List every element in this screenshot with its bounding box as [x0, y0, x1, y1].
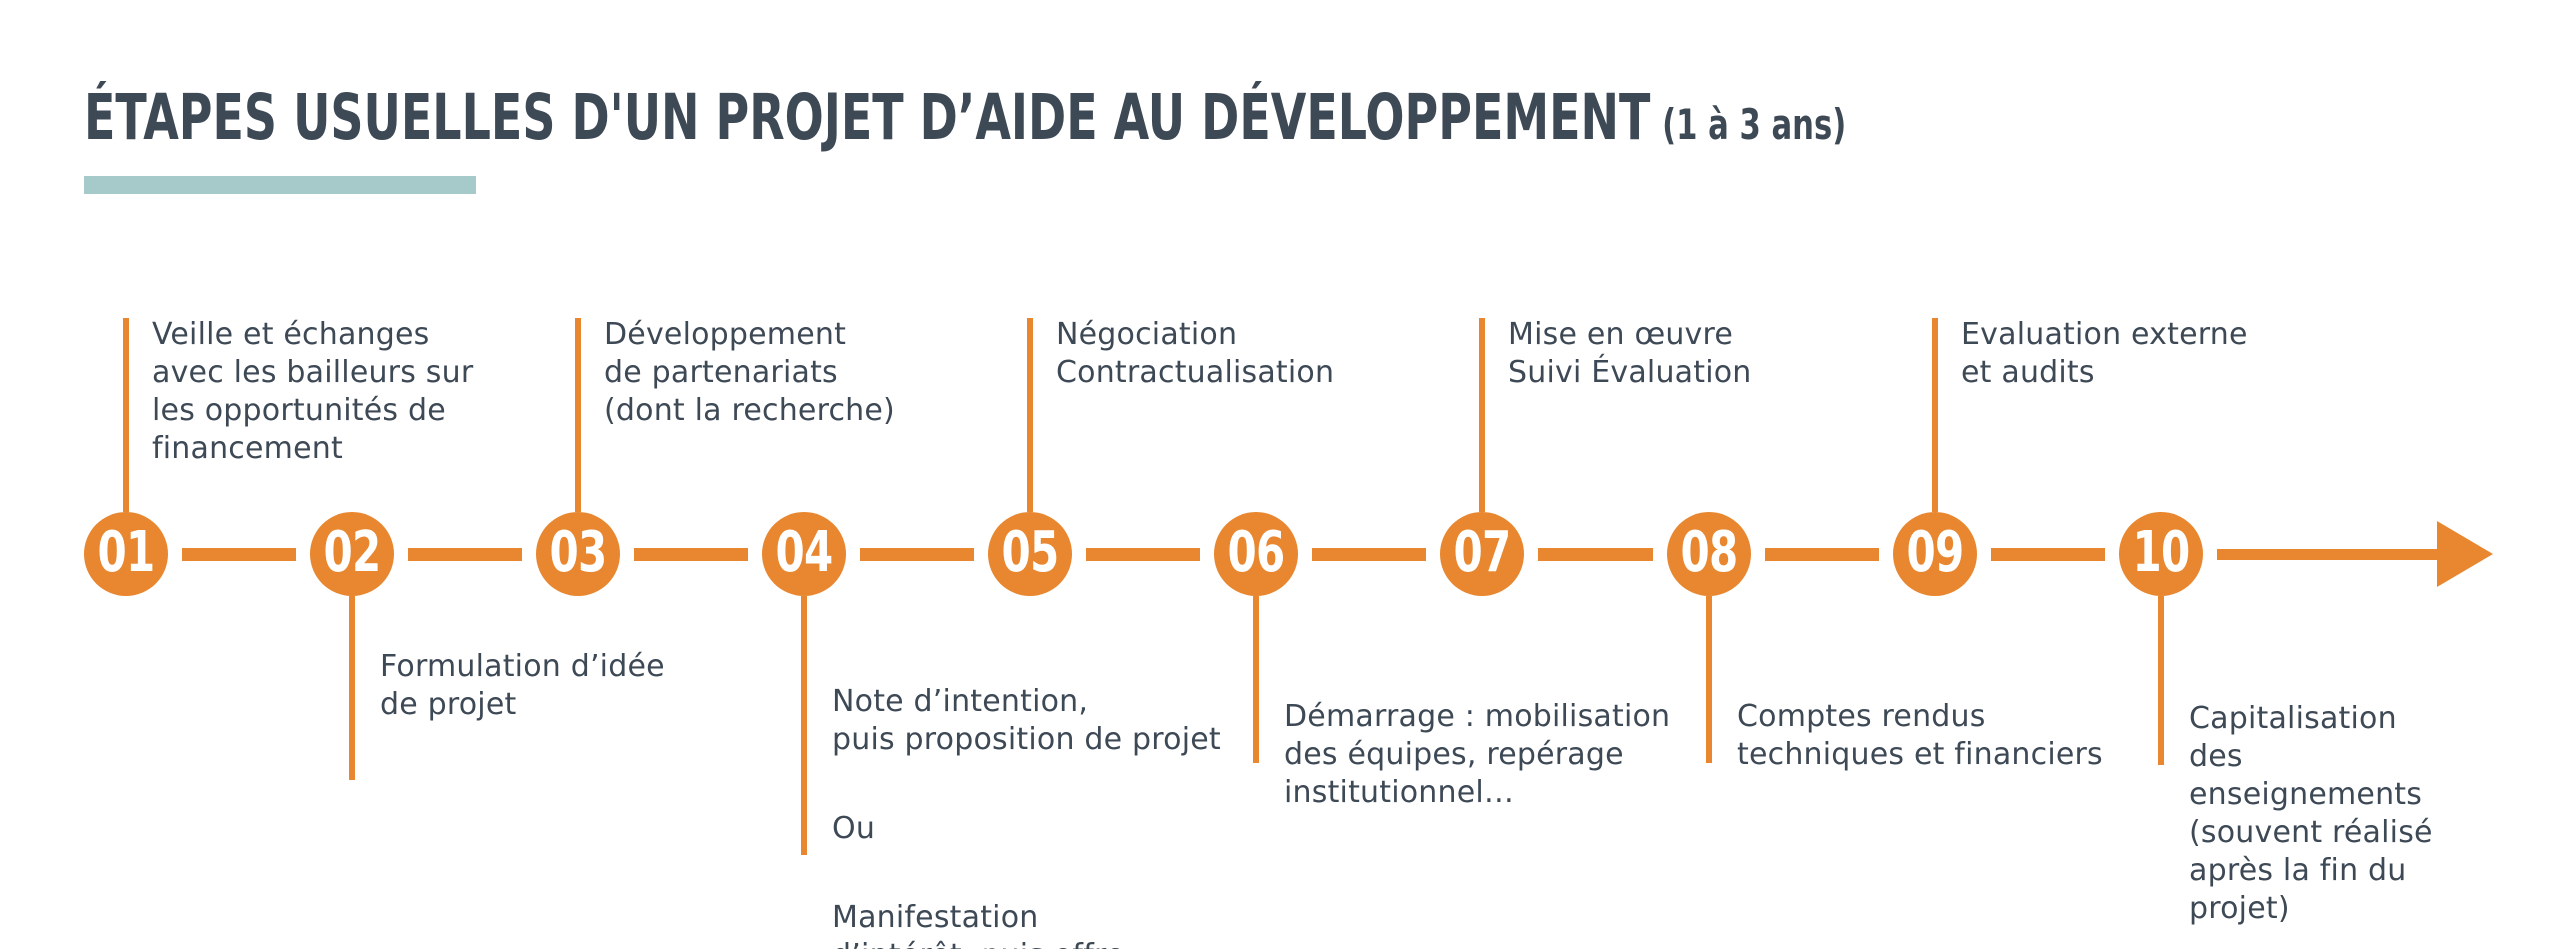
step-label-paragraph: Démarrage : mobilisation des équipes, re…: [1284, 699, 1671, 810]
step-stem-03: [575, 318, 581, 512]
step-label-paragraph: Capitalisation des enseignements (souven…: [2189, 701, 2433, 926]
step-circle-10: 10: [2119, 512, 2203, 596]
timeline-connector-03-04: [634, 548, 748, 561]
step-label-01: Veille et échanges avec les bailleurs su…: [152, 316, 473, 468]
step-number: 05: [1001, 519, 1060, 585]
step-label-paragraph: Manifestation d’intérêt, puis offre: [832, 900, 1124, 949]
timeline-connector-06-07: [1312, 548, 1426, 561]
step-stem-08: [1706, 596, 1712, 763]
step-number: 10: [2132, 519, 2191, 585]
timeline-connector-09-10: [1991, 548, 2105, 561]
step-number: 06: [1227, 519, 1286, 585]
step-label-paragraph: Comptes rendus techniques et financiers: [1737, 699, 2103, 772]
step-stem-05: [1027, 318, 1033, 512]
step-label-paragraph: Mise en œuvre Suivi Évaluation: [1508, 317, 1752, 390]
step-label-paragraph: Veille et échanges avec les bailleurs su…: [152, 317, 474, 466]
page-title: ÉTAPES USUELLES D'UN PROJET D’AIDE AU DÉ…: [84, 86, 1846, 149]
step-label-paragraph: Négociation Contractualisation: [1056, 317, 1335, 390]
step-circle-07: 07: [1440, 512, 1524, 596]
timeline-connector-07-08: [1538, 548, 1653, 561]
page-title-main: ÉTAPES USUELLES D'UN PROJET D’AIDE AU DÉ…: [84, 81, 1651, 154]
step-number: 03: [549, 519, 608, 585]
step-circle-02: 02: [310, 512, 394, 596]
step-circle-09: 09: [1893, 512, 1977, 596]
step-label-paragraph: Développement de partenariats (dont la r…: [604, 317, 895, 428]
step-number: 01: [97, 519, 156, 585]
step-label-03: Développement de partenariats (dont la r…: [604, 316, 895, 430]
step-label-02: Formulation d’idée de projet: [380, 648, 665, 724]
step-stem-09: [1932, 318, 1938, 512]
step-label-06: Démarrage : mobilisation des équipes, re…: [1284, 698, 1670, 812]
step-number: 08: [1680, 519, 1739, 585]
timeline-connector-04-05: [860, 548, 974, 561]
step-stem-04: [801, 596, 807, 855]
step-label-paragraph: Formulation d’idée de projet: [380, 649, 665, 722]
step-label-05: Négociation Contractualisation: [1056, 316, 1334, 392]
timeline-connector-02-03: [408, 548, 522, 561]
page-title-duration: (1 à 3 ans): [1662, 100, 1847, 149]
step-circle-08: 08: [1667, 512, 1751, 596]
step-number: 02: [323, 519, 382, 585]
arrow-right-icon: [2437, 521, 2493, 587]
step-number: 04: [775, 519, 834, 585]
title-accent-bar: [84, 176, 476, 194]
step-label-07: Mise en œuvre Suivi Évaluation: [1508, 316, 1752, 392]
timeline-connector-05-06: [1086, 548, 1200, 561]
step-circle-01: 01: [84, 512, 168, 596]
timeline-connector-08-09: [1765, 548, 1879, 561]
step-label-10: Capitalisation des enseignements (souven…: [2189, 700, 2433, 928]
step-label-09: Evaluation externe et audits: [1961, 316, 2248, 392]
step-label-08: Comptes rendus techniques et financiers: [1737, 698, 2103, 774]
step-stem-07: [1479, 318, 1485, 512]
step-stem-06: [1253, 596, 1259, 763]
step-stem-01: [123, 318, 129, 512]
step-stem-02: [349, 596, 355, 780]
step-circle-04: 04: [762, 512, 846, 596]
step-circle-05: 05: [988, 512, 1072, 596]
step-label-paragraph: Ou: [832, 811, 876, 846]
timeline-connector-01-02: [182, 548, 296, 561]
step-circle-06: 06: [1214, 512, 1298, 596]
step-label-paragraph: Note d’intention, puis proposition de pr…: [832, 684, 1221, 757]
step-label-04: Note d’intention, puis proposition de pr…: [832, 645, 1221, 949]
step-stem-10: [2158, 596, 2164, 765]
step-number: 09: [1906, 519, 1965, 585]
timeline-arrow-shaft: [2217, 549, 2439, 560]
step-label-paragraph: Evaluation externe et audits: [1961, 317, 2248, 390]
step-number: 07: [1453, 519, 1512, 585]
step-circle-03: 03: [536, 512, 620, 596]
